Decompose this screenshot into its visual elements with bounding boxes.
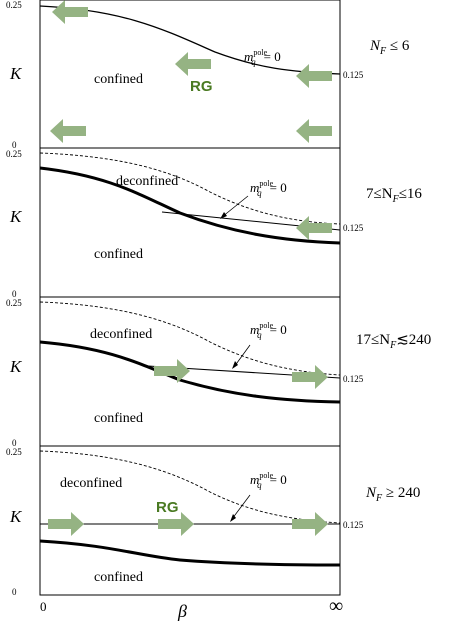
region-label-confined: confined — [94, 411, 143, 426]
tick-label-right: 0.125 — [343, 374, 364, 384]
region-label-confined: confined — [94, 72, 143, 87]
phase-boundary-dashed-curve — [39, 301, 341, 376]
panel-4: 0.25 0 0.125 K deconfined confined mpole… — [6, 447, 420, 597]
pole-mass-boundary-curve — [39, 5, 341, 75]
panel-frame-1 — [39, 0, 341, 149]
tick-label-bottom: 0 — [12, 438, 17, 448]
y-axis-symbol: K — [9, 507, 23, 526]
panel-1: 0.25 0 0.125 K confined mpole q = 0 NF ≤ 6… — [6, 0, 410, 150]
rg-flow-arrow-right — [154, 359, 190, 383]
tick-label-top: 0.25 — [6, 0, 22, 10]
pole-mass-label: mpole q = 0 — [250, 471, 287, 490]
rg-flow-arrow-left — [50, 119, 86, 143]
rg-flow-arrow-left — [296, 119, 332, 143]
rg-label: RG — [156, 499, 179, 516]
tick-label-bottom: 0 — [12, 140, 17, 150]
x-axis-max-label: ∞ — [329, 595, 343, 617]
y-axis-symbol: K — [9, 207, 23, 226]
pole-mass-pointer-head — [230, 514, 236, 522]
tick-label-right: 0.125 — [343, 223, 364, 233]
y-axis-symbol: K — [9, 64, 23, 83]
tick-label-top: 0.25 — [6, 149, 22, 159]
y-axis-symbol: K — [9, 357, 23, 376]
tick-label-top: 0.25 — [6, 298, 22, 308]
phase-boundary-dashed-curve — [39, 450, 341, 524]
nf-label: 7≤NF≤16 — [366, 186, 422, 205]
region-label-deconfined: deconfined — [116, 174, 178, 189]
x-axis-min-label: 0 — [40, 599, 47, 614]
pole-mass-label: mpole q = 0 — [250, 321, 287, 340]
panel-2: 0.25 0 0.125 K deconfined confined mpole… — [6, 149, 422, 299]
region-label-confined: confined — [94, 570, 143, 585]
region-label-deconfined: deconfined — [90, 327, 152, 342]
rg-flow-arrow-right — [48, 512, 84, 536]
rg-label: RG — [190, 78, 213, 95]
rg-flow-arrow-right — [292, 365, 328, 389]
nf-label: 17≤NF≲240 — [356, 332, 431, 351]
pole-mass-label: mpole q = 0 — [250, 179, 287, 198]
region-label-confined: confined — [94, 247, 143, 262]
tick-label-right: 0.125 — [343, 520, 364, 530]
panel-frame-4 — [39, 445, 341, 596]
panel-frame-2 — [39, 147, 341, 298]
tick-label-top: 0.25 — [6, 447, 22, 457]
rg-flow-arrow-left — [296, 216, 332, 240]
rg-flow-arrow-right — [292, 512, 328, 536]
pole-mass-pointer — [231, 494, 251, 520]
x-axis-symbol: β — [177, 601, 187, 621]
phase-boundary-dashed-curve — [39, 152, 341, 225]
nf-label: NF ≤ 6 — [369, 38, 410, 57]
rg-flow-arrow-left — [175, 52, 211, 76]
tick-label-right: 0.125 — [343, 70, 364, 80]
pole-mass-pointer — [221, 195, 249, 218]
rg-flow-arrow-left — [296, 64, 332, 88]
tick-label-bottom: 0 — [12, 289, 17, 299]
phase-boundary-thick-curve — [39, 166, 341, 245]
tick-label-bottom: 0 — [12, 587, 17, 597]
pole-mass-label: mpole q = 0 — [244, 48, 281, 67]
nf-label: NF ≥ 240 — [365, 485, 420, 504]
panel-3: 0.25 0 0.125 K deconfined confined mpole… — [6, 298, 431, 448]
panel-frame-3 — [39, 296, 341, 447]
rg-flow-arrow-left — [52, 0, 88, 24]
pole-mass-pointer-head — [232, 361, 238, 369]
region-label-deconfined: deconfined — [60, 476, 122, 491]
pole-mass-pointer-head — [220, 212, 227, 219]
phase-boundary-thick-curve — [39, 539, 341, 567]
